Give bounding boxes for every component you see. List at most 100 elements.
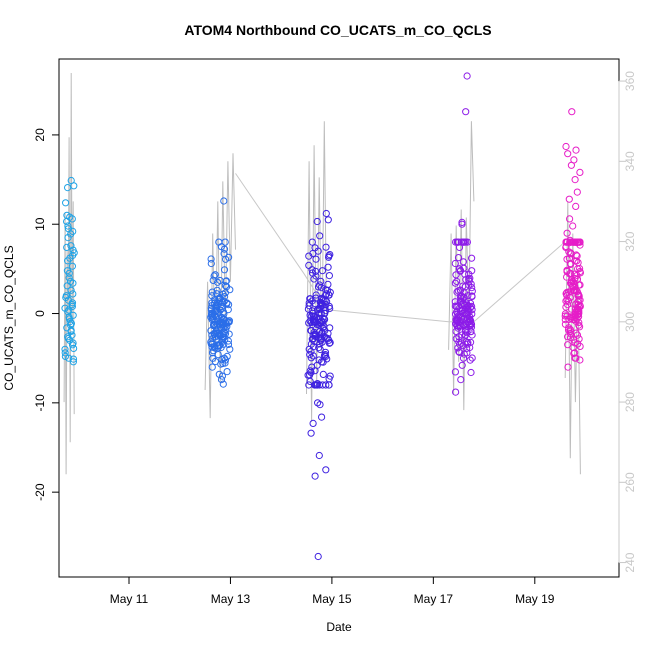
data-point — [67, 286, 75, 294]
secondary-y-tick-label: 300 — [623, 311, 637, 331]
y-tick-label: 10 — [33, 217, 47, 231]
data-point — [309, 419, 317, 427]
data-point — [468, 287, 476, 295]
data-point — [576, 356, 584, 364]
data-point — [68, 301, 76, 309]
x-tick-label: May 15 — [312, 592, 352, 606]
data-point — [325, 272, 333, 280]
data-point — [459, 354, 468, 362]
data-point — [576, 168, 584, 176]
data-point — [61, 352, 70, 360]
data-point — [459, 282, 467, 290]
data-point — [464, 318, 472, 327]
x-tick-label: May 17 — [414, 592, 454, 606]
data-point — [454, 254, 463, 262]
data-point — [452, 320, 460, 328]
data-point — [573, 188, 581, 196]
data-point — [208, 288, 216, 296]
data-point — [563, 266, 571, 274]
data-point — [64, 296, 73, 304]
data-point — [568, 108, 576, 116]
data-point — [458, 306, 466, 314]
data-point — [570, 238, 579, 246]
data-point — [315, 451, 323, 460]
data-point — [456, 292, 464, 301]
data-point — [451, 259, 459, 268]
data-point — [564, 326, 573, 334]
data-point — [452, 238, 460, 246]
data-point — [310, 328, 318, 336]
data-point — [214, 342, 222, 350]
secondary-y-tick-label: 320 — [623, 231, 637, 251]
secondary-series-line — [63, 72, 75, 475]
data-point — [69, 355, 78, 363]
data-point — [210, 322, 218, 330]
data-point — [305, 302, 313, 310]
data-point — [318, 358, 326, 366]
data-point — [565, 195, 573, 203]
data-point — [576, 296, 584, 304]
data-point — [315, 381, 323, 389]
data-point — [69, 290, 77, 298]
data-point — [566, 330, 575, 338]
data-point — [567, 260, 575, 268]
data-point — [571, 257, 579, 265]
data-point — [325, 302, 333, 310]
data-point — [462, 108, 470, 116]
data-point — [210, 272, 218, 280]
data-point — [69, 279, 77, 287]
data-point — [316, 232, 324, 240]
data-point — [313, 217, 321, 226]
data-point — [309, 335, 317, 343]
data-point — [452, 315, 460, 324]
data-point — [563, 255, 571, 263]
data-point — [63, 282, 71, 290]
data-point — [67, 242, 75, 250]
data-point — [226, 286, 234, 294]
data-point — [564, 150, 572, 158]
data-point — [567, 161, 576, 169]
y-tick-label: 0 — [33, 310, 47, 317]
data-point — [208, 331, 216, 339]
data-point — [64, 184, 72, 192]
data-point — [318, 267, 326, 275]
data-point — [326, 339, 334, 347]
data-point — [216, 314, 224, 322]
data-point — [215, 298, 223, 306]
x-axis-label: Date — [326, 620, 352, 634]
data-point — [307, 429, 315, 437]
data-point — [66, 336, 74, 344]
secondary-y-tick-label: 280 — [623, 392, 637, 412]
data-point — [454, 344, 462, 352]
data-point — [221, 238, 229, 246]
data-point — [572, 146, 580, 154]
data-point — [576, 302, 584, 310]
data-point — [452, 388, 460, 396]
data-point — [66, 318, 74, 326]
data-point — [465, 315, 474, 323]
data-point — [69, 358, 78, 366]
data-point — [465, 320, 473, 328]
data-point — [468, 331, 476, 339]
data-point — [305, 381, 313, 389]
data-point — [317, 336, 325, 344]
data-point — [458, 220, 466, 228]
data-point — [64, 257, 72, 265]
data-point — [208, 309, 216, 317]
data-point — [562, 242, 570, 251]
data-point — [305, 261, 313, 269]
data-point — [573, 275, 582, 283]
secondary-y-tick-label: 240 — [623, 552, 637, 572]
data-point — [222, 319, 230, 327]
data-point — [69, 311, 77, 319]
data-point — [324, 263, 332, 271]
data-point — [576, 265, 584, 273]
data-point — [572, 354, 580, 362]
points-layer — [61, 72, 585, 561]
data-point — [224, 340, 233, 348]
data-point — [463, 344, 471, 353]
data-point — [458, 361, 466, 369]
data-point — [561, 320, 570, 328]
data-point — [322, 209, 330, 218]
data-point — [69, 251, 77, 260]
